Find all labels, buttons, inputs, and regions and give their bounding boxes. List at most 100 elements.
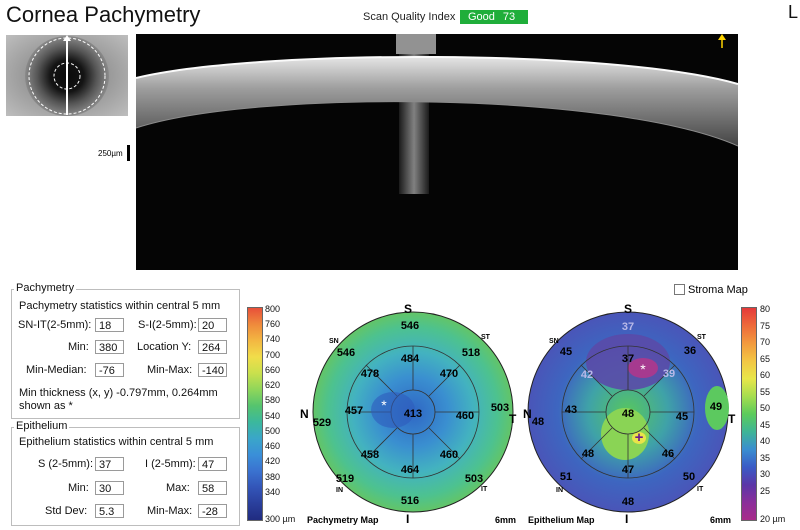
epithelium-colorbar-tick-bottom: 20 µm bbox=[760, 514, 786, 524]
i-2-5-field[interactable]: 47 bbox=[198, 457, 227, 471]
epithelium-colorbar-tick: 80 bbox=[760, 304, 771, 314]
scale-label: 250µm bbox=[98, 149, 123, 158]
location-y-label: Location Y: bbox=[137, 341, 192, 353]
iris-thumbnail[interactable] bbox=[6, 35, 128, 116]
eye-indicator: L bbox=[788, 2, 799, 22]
epithelium-map-title: Epithelium Map bbox=[528, 515, 595, 525]
epi-min-field[interactable]: 30 bbox=[95, 481, 124, 495]
std-dev-field[interactable]: 5.3 bbox=[95, 504, 124, 518]
epithelium-colorbar-tick: 50 bbox=[760, 403, 771, 413]
scan-quality-badge: Good 73 bbox=[460, 10, 528, 24]
epi-max-label: Max: bbox=[166, 482, 190, 494]
epi-value-outer-sn: 45 bbox=[560, 346, 572, 358]
epithelium-colorbar-tick: 40 bbox=[760, 436, 771, 446]
epi-orient-n: N bbox=[523, 407, 532, 421]
epi-value-outer-st: 36 bbox=[684, 345, 696, 357]
epithelium-map-size: 6mm bbox=[710, 515, 732, 525]
stroma-map-checkbox[interactable] bbox=[674, 284, 685, 295]
pachy-orient-t: T bbox=[509, 412, 517, 426]
epithelium-colorbar-tick: 35 bbox=[760, 452, 771, 463]
i-2-5-label: I (2-5mm): bbox=[145, 458, 196, 470]
pachy-value-center: 413 bbox=[404, 408, 422, 420]
epi-value-outer-n: 48 bbox=[532, 416, 544, 428]
min-median-label: Min-Median: bbox=[26, 364, 87, 376]
epi-value-outer-i: 48 bbox=[622, 496, 634, 508]
min-field[interactable]: 380 bbox=[95, 340, 124, 354]
epithelium-map[interactable]: 48 37 42 39 37 45 46 47 48 43 36 49 50 4… bbox=[521, 302, 753, 528]
pachy-value-outer-n: 529 bbox=[313, 417, 331, 429]
epithelium-colorbar-tick: 60 bbox=[760, 370, 771, 380]
pachymetry-colorbar-tick: 580 bbox=[265, 395, 281, 406]
epi-value-inner-top: 37 bbox=[622, 353, 634, 365]
epithelium-colorbar bbox=[741, 307, 757, 521]
epi-value-inner-n: 43 bbox=[565, 404, 577, 416]
pachy-value-inner-s: 484 bbox=[401, 353, 420, 365]
s-2-5-field[interactable]: 37 bbox=[95, 457, 124, 471]
epi-value-inner-sn: 42 bbox=[581, 369, 593, 381]
pachy-min-marker: * bbox=[381, 397, 387, 413]
epithelium-colorbar-tick: 75 bbox=[760, 320, 771, 331]
epi-value-inner-it: 46 bbox=[662, 448, 674, 460]
sn-it-label: SN-IT(2-5mm): bbox=[18, 319, 92, 331]
pachy-value-inner-n: 457 bbox=[345, 405, 363, 417]
pachy-orient-st: ST bbox=[481, 334, 490, 341]
epi-orient-sn: SN bbox=[549, 338, 559, 345]
min-label: Min: bbox=[68, 341, 89, 353]
pachy-orient-n: N bbox=[300, 407, 309, 421]
pachy-value-outer-st: 518 bbox=[462, 347, 480, 359]
pachy-value-outer-s: 546 bbox=[401, 320, 419, 332]
pachymetry-map[interactable]: 413 484 470 460 464 458 457 478 460 546 … bbox=[298, 302, 530, 528]
pachy-value-inner-t: 460 bbox=[456, 410, 474, 422]
sn-it-field[interactable]: 18 bbox=[95, 318, 124, 332]
epi-orient-i: I bbox=[625, 512, 629, 526]
pachy-value-outer-in: 519 bbox=[336, 473, 354, 485]
epi-min-marker: * bbox=[640, 361, 646, 377]
pachy-value-outer-it: 503 bbox=[465, 473, 483, 485]
std-dev-label: Std Dev: bbox=[45, 505, 88, 517]
pachymetry-legend: Pachymetry bbox=[14, 282, 77, 294]
pachy-orient-sn: SN bbox=[329, 338, 339, 345]
epi-orient-st: ST bbox=[697, 334, 706, 341]
pachy-value-inner-sn: 478 bbox=[361, 368, 379, 380]
epithelium-colorbar-tick: 25 bbox=[760, 485, 771, 496]
epi-value-outer-in: 51 bbox=[560, 471, 572, 483]
epi-orient-it: IT bbox=[697, 486, 704, 493]
oct-scan-image[interactable] bbox=[136, 34, 738, 270]
epi-max-field[interactable]: 58 bbox=[198, 481, 227, 495]
s-i-field[interactable]: 20 bbox=[198, 318, 227, 332]
pachymetry-colorbar-tick: 420 bbox=[265, 456, 281, 467]
pachymetry-colorbar-tick: 340 bbox=[265, 486, 281, 497]
pachymetry-colorbar-tick-bottom: 300 µm bbox=[265, 514, 296, 524]
epi-plus-marker: + bbox=[635, 429, 644, 446]
pachymetry-colorbar-tick: 740 bbox=[265, 334, 281, 345]
pachymetry-panel: Pachymetry Pachymetry statistics within … bbox=[11, 282, 240, 419]
epi-value-inner-st: 39 bbox=[663, 368, 675, 380]
scan-quality-label: Scan Quality Index bbox=[363, 11, 456, 23]
epi-value-inner-s: 37 bbox=[622, 321, 634, 333]
page-title: Cornea Pachymetry bbox=[6, 2, 201, 27]
pachy-orient-it: IT bbox=[481, 486, 488, 493]
epithelium-colorbar-tick: 55 bbox=[760, 386, 771, 397]
pachymetry-colorbar-tick: 700 bbox=[265, 349, 281, 360]
pachy-value-outer-t: 503 bbox=[491, 402, 509, 414]
location-y-field[interactable]: 264 bbox=[198, 340, 227, 354]
epithelium-legend: Epithelium bbox=[14, 420, 70, 432]
pachymetry-colorbar-tick: 540 bbox=[265, 410, 281, 421]
epithelium-colorbar-tick: 65 bbox=[760, 353, 771, 364]
pachymetry-map-title: Pachymetry Map bbox=[307, 515, 379, 525]
min-max-field[interactable]: -140 bbox=[198, 363, 227, 377]
pachy-orient-i: I bbox=[406, 512, 410, 526]
pachymetry-map-size: 6mm bbox=[495, 515, 517, 525]
min-median-field[interactable]: -76 bbox=[95, 363, 124, 377]
s-2-5-label: S (2-5mm): bbox=[38, 458, 93, 470]
epi-min-max-field[interactable]: -28 bbox=[198, 504, 227, 518]
pachymetry-colorbar-tick: 460 bbox=[265, 441, 281, 452]
pachymetry-colorbar-tick: 660 bbox=[265, 364, 281, 375]
pachy-orient-s: S bbox=[404, 302, 413, 316]
pachymetry-colorbar-tick: 760 bbox=[265, 319, 281, 330]
pachymetry-colorbar bbox=[247, 307, 263, 521]
epithelium-colorbar-tick: 70 bbox=[760, 337, 771, 347]
pachymetry-colorbar-tick: 620 bbox=[265, 380, 281, 391]
pachy-value-inner-i: 464 bbox=[401, 464, 420, 476]
s-i-label: S-I(2-5mm): bbox=[138, 319, 197, 331]
